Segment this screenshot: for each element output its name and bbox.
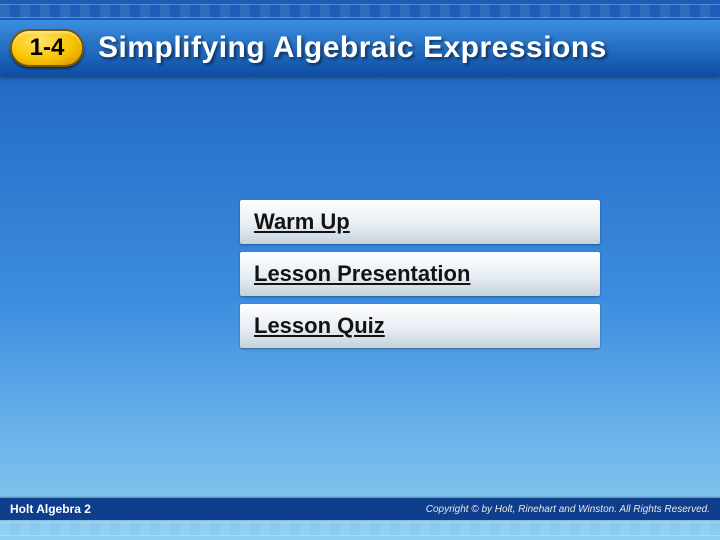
nav-item-warm-up[interactable]: Warm Up (240, 200, 600, 244)
nav-item-lesson-presentation[interactable]: Lesson Presentation (240, 252, 600, 296)
chapter-number: 1-4 (30, 34, 65, 62)
film-strip-bottom (0, 522, 720, 536)
header-bar: 1-4 Simplifying Algebraic Expressions (0, 20, 720, 76)
footer-book-title: Holt Algebra 2 (10, 502, 91, 516)
nav-list: Warm Up Lesson Presentation Lesson Quiz (240, 200, 600, 356)
footer-copyright: Copyright © by Holt, Rinehart and Winsto… (426, 504, 710, 515)
page-title: Simplifying Algebraic Expressions (98, 31, 607, 65)
nav-item-label: Lesson Quiz (254, 313, 385, 339)
chapter-pill: 1-4 (10, 29, 84, 67)
nav-item-label: Warm Up (254, 209, 350, 235)
footer-bar: Holt Algebra 2 Copyright © by Holt, Rine… (0, 498, 720, 520)
nav-item-label: Lesson Presentation (254, 261, 470, 287)
nav-item-lesson-quiz[interactable]: Lesson Quiz (240, 304, 600, 348)
film-strip-top (0, 4, 720, 18)
